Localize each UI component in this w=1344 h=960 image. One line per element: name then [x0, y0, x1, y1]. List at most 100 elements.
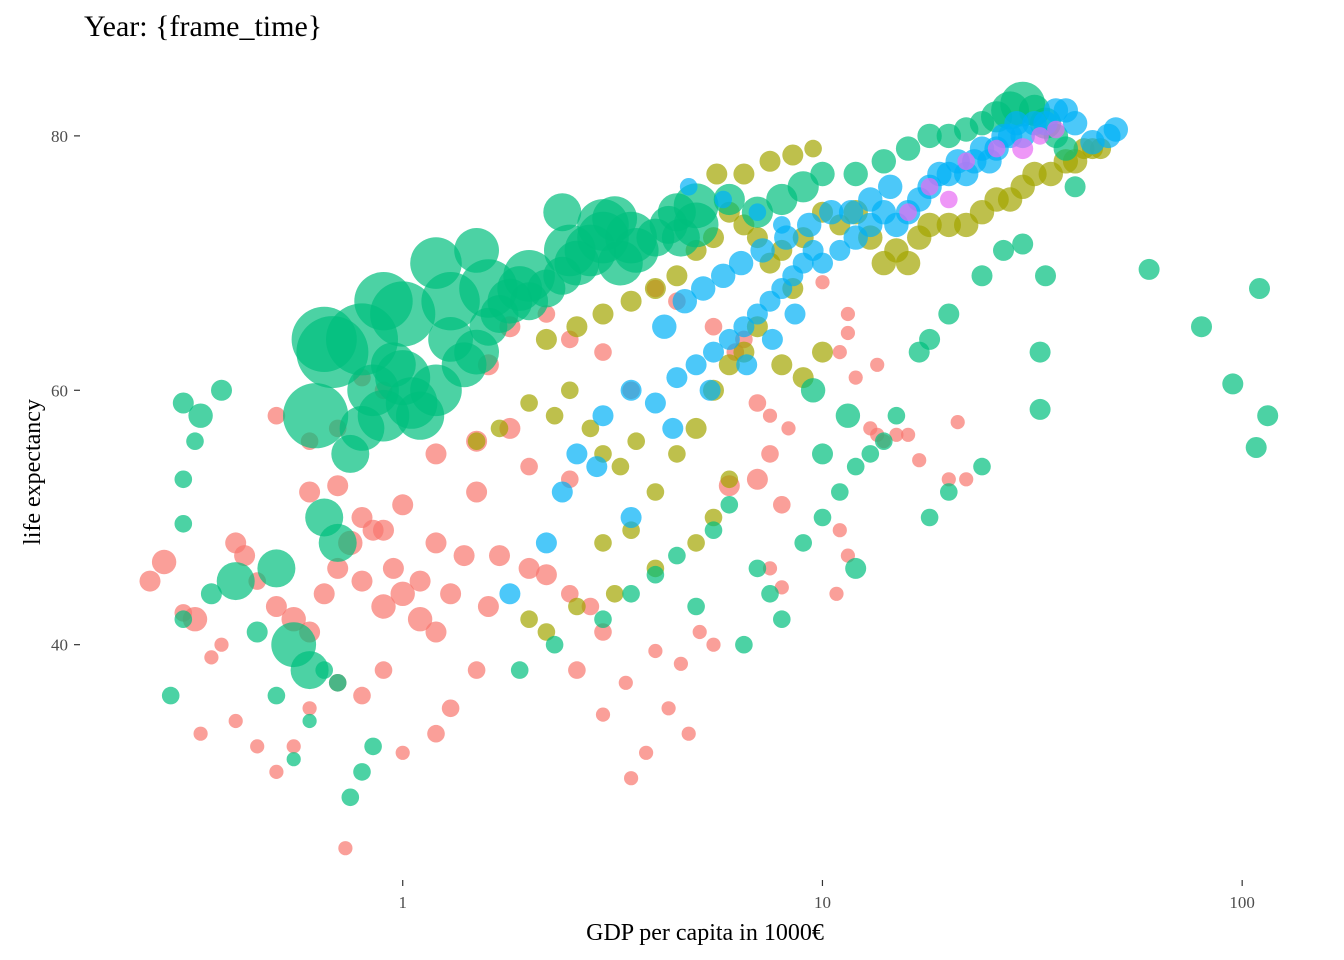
data-point	[687, 534, 705, 552]
data-point	[454, 228, 499, 273]
data-point	[815, 275, 830, 290]
data-point	[1064, 176, 1086, 198]
data-point	[174, 515, 193, 533]
data-point	[581, 597, 600, 616]
data-point	[668, 546, 686, 565]
data-point	[832, 523, 847, 538]
data-point	[887, 406, 906, 425]
data-point	[362, 519, 384, 541]
data-point	[639, 745, 654, 760]
data-point	[354, 272, 413, 331]
data-point	[1035, 265, 1056, 287]
data-point	[804, 139, 822, 158]
data-point	[174, 610, 193, 628]
x-axis: 1 10 100	[398, 880, 1255, 912]
data-point	[594, 343, 612, 361]
data-point	[901, 427, 916, 442]
data-point	[586, 456, 608, 478]
data-point	[1249, 278, 1270, 299]
data-point	[1062, 111, 1088, 136]
data-point	[644, 392, 666, 414]
data-point	[161, 686, 180, 705]
data-points-layer	[139, 81, 1279, 856]
data-point	[714, 190, 732, 209]
data-point	[535, 532, 557, 554]
data-point	[1245, 437, 1267, 458]
data-point	[200, 583, 222, 605]
data-point	[1029, 341, 1051, 363]
y-axis: 40 60 80	[51, 127, 80, 655]
data-point	[1047, 120, 1065, 139]
data-point	[666, 367, 688, 389]
data-point	[545, 635, 564, 654]
data-point	[594, 610, 612, 628]
data-point	[938, 303, 960, 325]
y-axis-title: life expectancy	[20, 399, 46, 545]
data-point	[819, 200, 844, 225]
data-point	[858, 187, 883, 212]
data-point	[920, 508, 939, 527]
data-point	[920, 178, 939, 196]
data-point	[592, 405, 614, 427]
data-point	[973, 457, 991, 476]
data-point	[646, 565, 665, 584]
data-point	[627, 432, 645, 451]
data-point	[382, 557, 404, 579]
data-point	[800, 378, 826, 403]
data-point	[302, 713, 317, 729]
data-point	[692, 624, 707, 640]
data-point	[467, 432, 486, 451]
data-point	[425, 621, 447, 643]
data-point	[917, 212, 942, 238]
data-point	[594, 534, 612, 552]
data-point	[302, 701, 317, 716]
data-point	[648, 643, 663, 659]
data-point	[797, 212, 822, 238]
data-point	[594, 623, 612, 641]
data-point	[566, 443, 588, 465]
y-tick-label: 40	[51, 636, 68, 655]
data-point	[561, 381, 579, 400]
data-point	[353, 763, 371, 781]
data-point	[748, 394, 767, 412]
data-point	[846, 457, 865, 476]
data-point	[409, 570, 431, 592]
data-point	[750, 238, 775, 263]
data-point	[592, 196, 638, 242]
data-point	[618, 675, 633, 690]
data-point	[829, 586, 844, 601]
data-point	[390, 581, 415, 606]
data-point	[662, 417, 684, 439]
data-point	[720, 496, 739, 514]
y-tick-label: 80	[51, 127, 68, 146]
data-point	[794, 534, 812, 552]
x-tick-label: 100	[1229, 893, 1255, 912]
data-point	[812, 443, 833, 465]
data-point	[941, 472, 956, 487]
data-point	[188, 403, 213, 428]
data-point	[568, 597, 586, 616]
data-point	[364, 737, 382, 756]
data-point	[592, 303, 614, 325]
data-point	[735, 635, 753, 654]
data-point	[703, 341, 724, 363]
data-point	[761, 328, 783, 350]
data-point	[940, 483, 958, 501]
data-point	[895, 250, 921, 276]
data-point	[784, 303, 806, 325]
data-point	[193, 726, 208, 741]
data-point	[250, 739, 265, 754]
data-point	[861, 445, 880, 463]
data-point	[186, 432, 204, 451]
data-point	[871, 149, 896, 174]
data-point	[733, 316, 755, 338]
data-point	[812, 341, 833, 363]
data-point	[290, 651, 329, 690]
data-point	[246, 621, 268, 643]
data-point	[510, 661, 529, 679]
data-point	[371, 594, 396, 619]
x-axis-title: GDP per capita in 1000€	[586, 920, 824, 946]
data-point	[139, 570, 161, 592]
data-point	[286, 739, 301, 754]
